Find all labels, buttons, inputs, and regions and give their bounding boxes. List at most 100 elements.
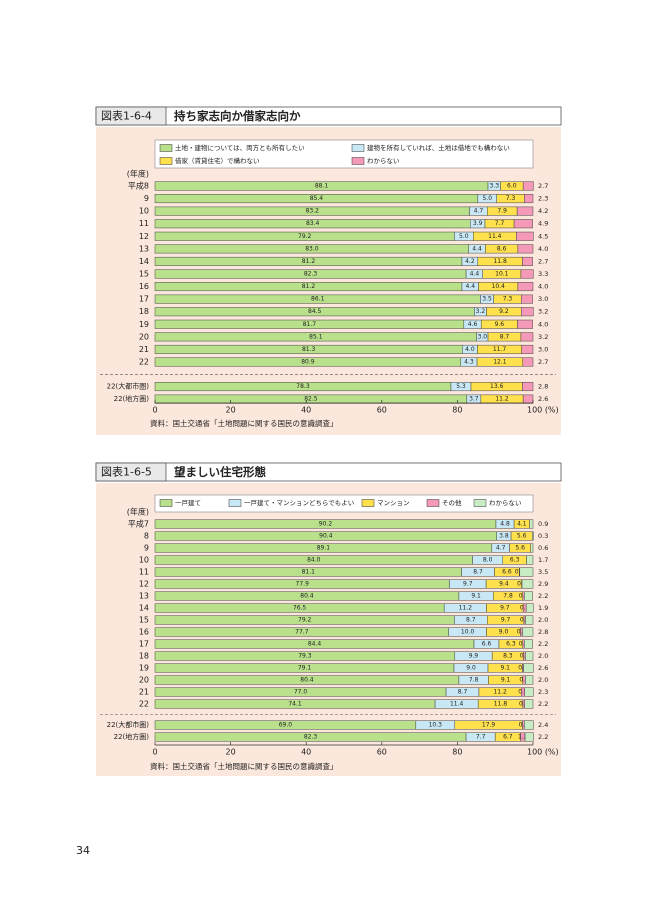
bar-segment	[524, 592, 532, 601]
value-label: 1.9	[538, 604, 548, 612]
value-label: 9.7	[500, 605, 510, 612]
value-label: 4.5	[538, 232, 548, 240]
value-label: 7.3	[506, 195, 516, 202]
category-label: 17	[139, 640, 149, 649]
value-label: 9.6	[495, 321, 505, 328]
value-label: 74.1	[288, 701, 302, 708]
bar-segment	[521, 333, 533, 342]
value-label: 2.6	[538, 664, 548, 672]
figure-label: 図表1-6-5	[101, 465, 152, 479]
x-tick-label: 20	[226, 406, 236, 415]
value-label: 80.4	[300, 593, 314, 600]
category-label: 22(大都市圏)	[107, 382, 150, 391]
value-label: 9.9	[469, 653, 479, 660]
value-label: 2.2	[538, 733, 548, 741]
value-label: 83.2	[306, 208, 320, 215]
value-label: 11.8	[494, 701, 508, 708]
value-label: 2.7	[538, 182, 548, 190]
bar-segment	[525, 652, 533, 661]
legend-label: 建物を所有していれば、土地は借地でも構わない	[367, 143, 510, 152]
category-label: 15	[139, 616, 149, 625]
bar-segment	[526, 604, 533, 613]
value-label: 4.8	[500, 521, 510, 528]
legend-label: 一戸建て・マンションどちらでもよい	[244, 498, 354, 507]
value-label: 8.7	[473, 569, 483, 576]
bar-segment	[532, 532, 533, 541]
value-label: 2.3	[538, 688, 548, 696]
bar-segment	[525, 688, 534, 697]
value-label: 2.8	[538, 628, 548, 636]
category-label: 14	[139, 257, 149, 266]
category-label: 18	[139, 652, 149, 661]
value-label: 8.0	[483, 557, 493, 564]
category-label: 18	[139, 307, 149, 316]
value-label: 8.7	[466, 617, 476, 624]
value-label: 6.0	[507, 183, 517, 190]
value-label: 4.2	[538, 207, 548, 215]
value-label: 86.1	[311, 296, 325, 303]
legend-label: わからない	[489, 499, 522, 507]
value-label: 11.8	[493, 258, 507, 265]
legend-label: 借家（賃貸住宅）で構わない	[175, 156, 260, 165]
value-label: 69.0	[279, 722, 293, 729]
value-label: 5.6	[515, 545, 525, 552]
bar-segment	[516, 232, 533, 241]
value-label: 79.2	[298, 233, 312, 240]
value-label: 4.4	[465, 283, 475, 290]
value-label: 0.9	[538, 520, 548, 528]
bar-segment	[525, 676, 533, 685]
value-label: 2.4	[538, 721, 548, 729]
category-label: 12	[139, 580, 149, 589]
value-label: 80.4	[300, 677, 314, 684]
value-label: 84.5	[308, 308, 322, 315]
value-label: 0.3	[538, 532, 548, 540]
value-label: 3.2	[538, 308, 548, 316]
value-label: 9.0	[466, 665, 476, 672]
x-tick-label: 40	[301, 406, 311, 415]
legend-swatch	[160, 500, 172, 507]
value-label: 90.2	[319, 521, 333, 528]
category-label: 21	[139, 688, 149, 697]
value-label: 90.4	[319, 533, 333, 540]
category-label: 22(大都市圏)	[107, 720, 150, 729]
value-label: 4.0	[538, 320, 548, 328]
value-label: 7.7	[495, 220, 505, 227]
x-tick-label: 60	[377, 748, 387, 757]
category-label: 10	[139, 207, 149, 216]
x-tick-label: 80	[452, 748, 462, 757]
value-label: 7.8	[503, 593, 513, 600]
value-label: 4.2	[465, 258, 475, 265]
bar-segment	[524, 721, 533, 730]
category-label: 15	[139, 269, 149, 278]
value-label: 6.6	[482, 641, 492, 648]
category-label: 10	[139, 556, 149, 565]
bar-segment	[522, 382, 533, 391]
value-label: 83.0	[305, 245, 319, 252]
value-label: 3.5	[538, 568, 548, 576]
legend-label: わからない	[367, 157, 400, 165]
category-label: 17	[139, 295, 149, 304]
legend-swatch	[160, 158, 172, 165]
value-label: 4.0	[538, 245, 548, 253]
bar-segment	[521, 270, 533, 279]
x-tick-label: 40	[301, 748, 311, 757]
value-label: 0.6	[538, 544, 548, 552]
value-label: 3.8	[499, 533, 509, 540]
bar-segment	[521, 295, 532, 304]
value-label: 2.9	[538, 580, 548, 588]
value-label: 3.7	[469, 396, 479, 403]
value-label: 9.1	[500, 665, 510, 672]
legend-label: 土地・建物については、両方とも所有したい	[175, 143, 305, 152]
value-label: 11.4	[488, 233, 502, 240]
value-label: 11.4	[450, 701, 464, 708]
value-label: 89.1	[317, 545, 331, 552]
bar-segment	[522, 628, 533, 637]
value-label: 6.3	[510, 557, 520, 564]
value-label: 2.2	[538, 640, 548, 648]
category-label: 9	[144, 194, 149, 203]
value-label: 10.3	[429, 722, 443, 729]
x-tick-label: 100 (%)	[527, 406, 559, 415]
category-label: 13	[139, 592, 149, 601]
